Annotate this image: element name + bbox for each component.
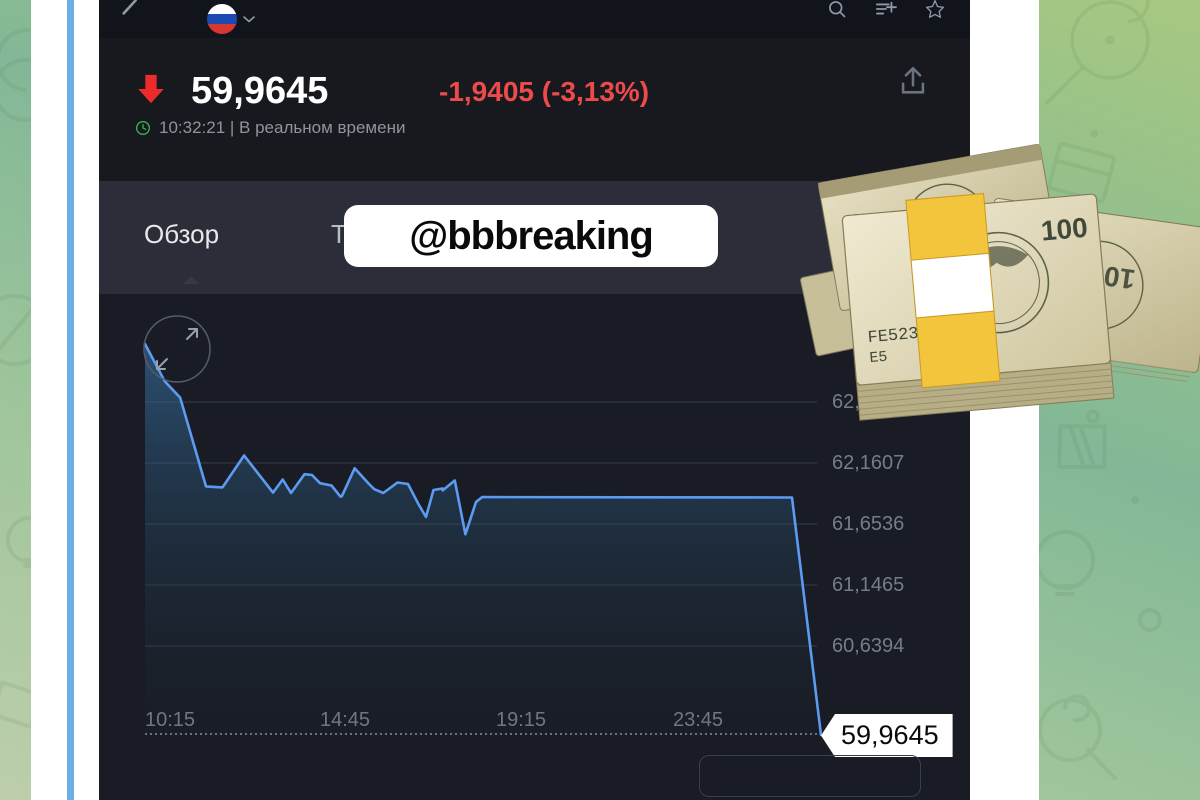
svg-text:100: 100: [1040, 212, 1089, 247]
svg-text:60,6394: 60,6394: [832, 635, 904, 657]
svg-text:E5: E5: [869, 349, 888, 368]
svg-text:61,6536: 61,6536: [832, 513, 904, 535]
svg-text:61,1465: 61,1465: [832, 574, 904, 596]
